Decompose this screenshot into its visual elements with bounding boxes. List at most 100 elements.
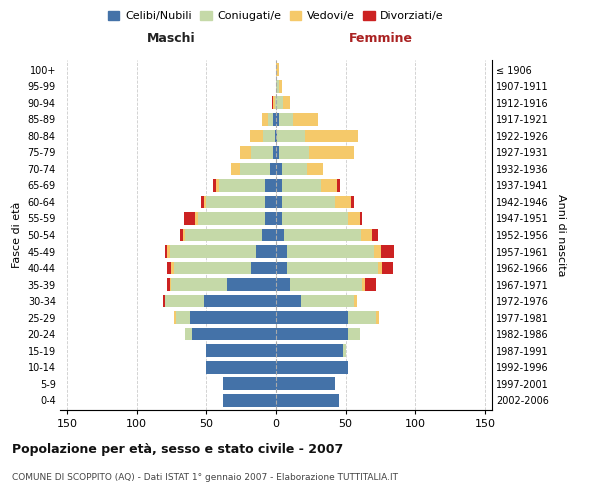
Bar bbox=[206, 196, 265, 208]
Bar bbox=[163, 294, 164, 308]
Bar bbox=[276, 64, 279, 76]
Bar bbox=[279, 80, 281, 93]
Bar bbox=[343, 344, 346, 357]
Bar bbox=[276, 146, 279, 159]
Bar bbox=[223, 394, 276, 406]
Bar bbox=[219, 179, 265, 192]
Bar bbox=[276, 328, 349, 340]
Text: Femmine: Femmine bbox=[349, 32, 413, 45]
Bar bbox=[287, 245, 374, 258]
Bar bbox=[223, 377, 276, 390]
Legend: Celibi/Nubili, Coniugati/e, Vedovi/e, Divorziati/e: Celibi/Nubili, Coniugati/e, Vedovi/e, Di… bbox=[104, 6, 448, 25]
Bar bbox=[320, 179, 337, 192]
Bar bbox=[276, 262, 287, 274]
Bar bbox=[174, 311, 176, 324]
Bar bbox=[276, 278, 290, 291]
Bar bbox=[273, 96, 275, 110]
Bar bbox=[206, 344, 276, 357]
Bar bbox=[170, 278, 172, 291]
Bar bbox=[276, 162, 281, 175]
Bar bbox=[276, 311, 349, 324]
Bar bbox=[240, 162, 271, 175]
Bar bbox=[283, 96, 290, 110]
Y-axis label: Anni di nascita: Anni di nascita bbox=[556, 194, 566, 276]
Bar bbox=[349, 212, 359, 225]
Bar bbox=[268, 113, 273, 126]
Bar bbox=[265, 196, 276, 208]
Bar bbox=[203, 294, 276, 308]
Text: Popolazione per età, sesso e stato civile - 2007: Popolazione per età, sesso e stato civil… bbox=[12, 442, 343, 456]
Bar bbox=[272, 96, 273, 110]
Bar bbox=[362, 278, 365, 291]
Bar bbox=[198, 212, 265, 225]
Bar bbox=[276, 80, 279, 93]
Bar bbox=[310, 146, 354, 159]
Bar bbox=[250, 130, 263, 142]
Bar bbox=[164, 294, 203, 308]
Bar bbox=[232, 162, 240, 175]
Bar bbox=[273, 146, 276, 159]
Text: Maschi: Maschi bbox=[147, 32, 196, 45]
Bar bbox=[195, 212, 198, 225]
Bar bbox=[276, 360, 349, 374]
Bar bbox=[293, 113, 318, 126]
Bar bbox=[276, 179, 281, 192]
Bar bbox=[301, 294, 354, 308]
Bar bbox=[172, 262, 174, 274]
Bar bbox=[281, 212, 349, 225]
Bar bbox=[182, 228, 185, 241]
Bar bbox=[213, 179, 216, 192]
Bar bbox=[201, 196, 203, 208]
Bar bbox=[372, 228, 378, 241]
Bar bbox=[276, 245, 287, 258]
Bar bbox=[305, 130, 358, 142]
Bar bbox=[216, 179, 219, 192]
Bar bbox=[276, 130, 277, 142]
Bar bbox=[240, 146, 251, 159]
Bar bbox=[193, 328, 276, 340]
Bar bbox=[262, 113, 268, 126]
Bar bbox=[227, 278, 276, 291]
Bar bbox=[279, 146, 310, 159]
Bar bbox=[276, 212, 281, 225]
Bar bbox=[287, 262, 378, 274]
Bar bbox=[284, 228, 361, 241]
Bar bbox=[190, 311, 276, 324]
Bar bbox=[365, 278, 376, 291]
Bar bbox=[167, 278, 170, 291]
Bar bbox=[276, 113, 279, 126]
Bar bbox=[382, 262, 393, 274]
Bar bbox=[176, 311, 190, 324]
Bar bbox=[251, 146, 273, 159]
Bar bbox=[185, 228, 262, 241]
Bar bbox=[281, 179, 320, 192]
Bar bbox=[262, 228, 276, 241]
Bar bbox=[265, 212, 276, 225]
Text: COMUNE DI SCOPPITO (AQ) - Dati ISTAT 1° gennaio 2007 - Elaborazione TUTTITALIA.I: COMUNE DI SCOPPITO (AQ) - Dati ISTAT 1° … bbox=[12, 472, 398, 482]
Bar bbox=[206, 360, 276, 374]
Bar bbox=[271, 162, 276, 175]
Bar bbox=[290, 278, 362, 291]
Bar bbox=[172, 278, 227, 291]
Bar bbox=[277, 130, 305, 142]
Bar bbox=[354, 294, 357, 308]
Bar bbox=[184, 212, 195, 225]
Bar bbox=[174, 262, 251, 274]
Bar bbox=[374, 245, 380, 258]
Bar bbox=[180, 228, 182, 241]
Y-axis label: Fasce di età: Fasce di età bbox=[12, 202, 22, 268]
Bar bbox=[361, 228, 372, 241]
Bar bbox=[276, 196, 281, 208]
Bar bbox=[349, 328, 359, 340]
Bar bbox=[337, 179, 340, 192]
Bar bbox=[335, 196, 351, 208]
Bar bbox=[167, 245, 170, 258]
Bar bbox=[170, 245, 256, 258]
Bar bbox=[276, 344, 343, 357]
Bar bbox=[376, 311, 379, 324]
Bar bbox=[263, 130, 275, 142]
Bar bbox=[279, 113, 293, 126]
Bar bbox=[265, 179, 276, 192]
Bar bbox=[349, 311, 376, 324]
Bar bbox=[359, 212, 362, 225]
